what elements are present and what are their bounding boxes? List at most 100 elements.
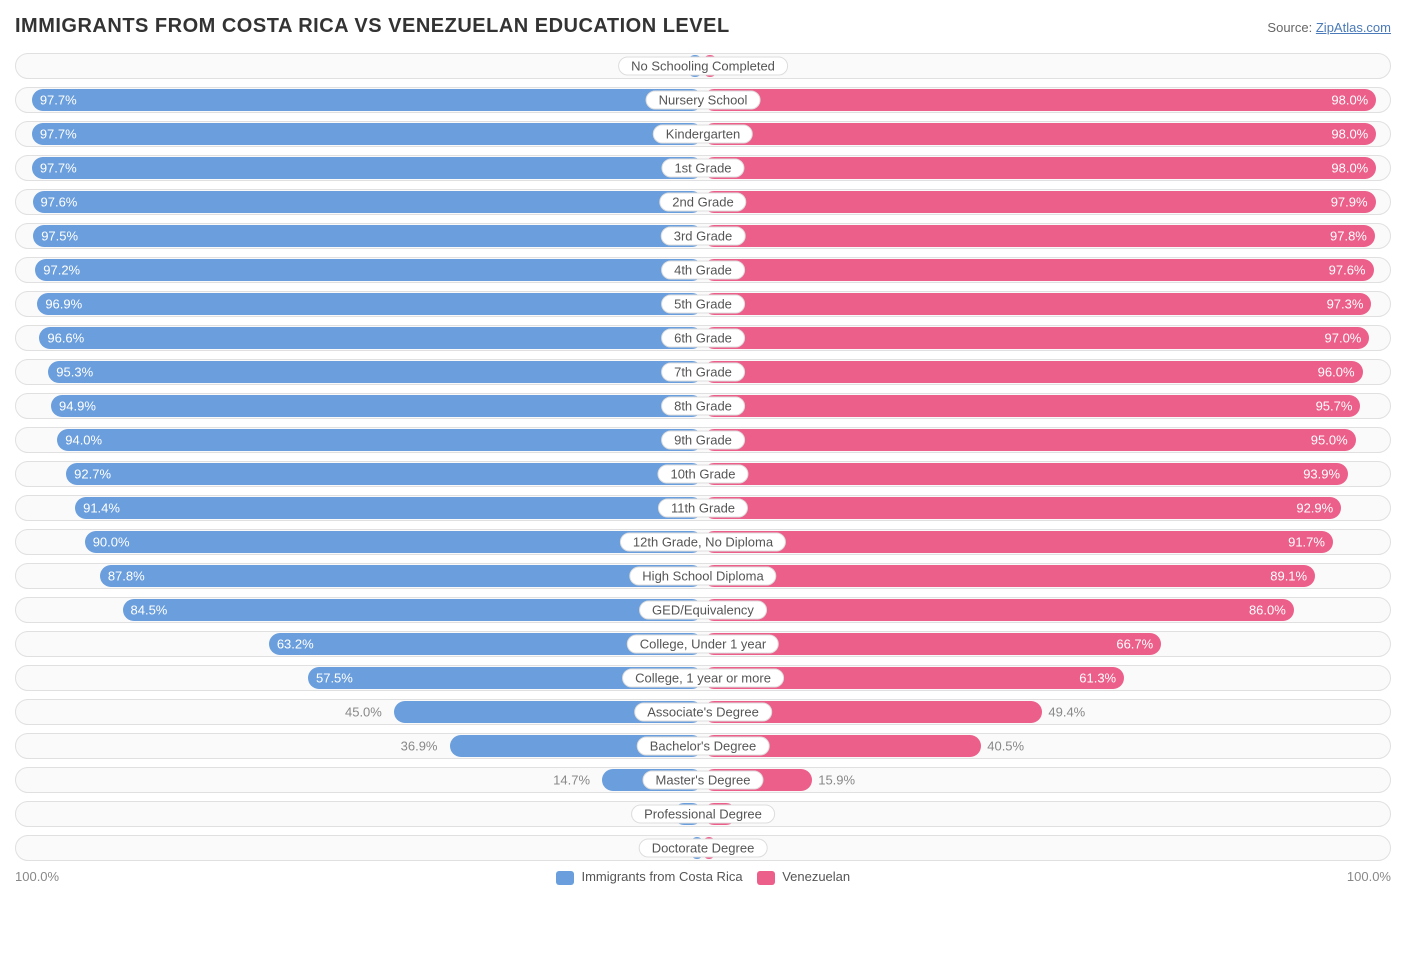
bar-right: 98.0% bbox=[703, 123, 1376, 145]
bar-left-value: 92.7% bbox=[74, 467, 111, 482]
bar-right-value: 96.0% bbox=[1318, 365, 1355, 380]
category-label: Nursery School bbox=[646, 91, 761, 110]
category-label: 2nd Grade bbox=[659, 193, 746, 212]
legend-right-label: Venezuelan bbox=[782, 869, 850, 884]
bar-left: 87.8% bbox=[100, 565, 703, 587]
bar-left: 97.7% bbox=[32, 89, 703, 111]
bar-right-value: 98.0% bbox=[1331, 93, 1368, 108]
bar-left-value: 94.0% bbox=[65, 433, 102, 448]
bar-right-value: 95.0% bbox=[1311, 433, 1348, 448]
bar-right: 96.0% bbox=[703, 361, 1363, 383]
bar-left: 97.2% bbox=[35, 259, 703, 281]
category-label: College, Under 1 year bbox=[627, 635, 779, 654]
bar-left-value: 97.7% bbox=[40, 93, 77, 108]
axis-left-max: 100.0% bbox=[15, 869, 59, 884]
category-label: 12th Grade, No Diploma bbox=[620, 533, 786, 552]
category-label: GED/Equivalency bbox=[639, 601, 767, 620]
bar-left: 96.6% bbox=[39, 327, 703, 349]
chart-row: 45.0%49.4%Associate's Degree bbox=[15, 699, 1391, 725]
source-link[interactable]: ZipAtlas.com bbox=[1316, 20, 1391, 35]
bar-right: 97.9% bbox=[703, 191, 1376, 213]
bar-right-value: 97.0% bbox=[1325, 331, 1362, 346]
chart-row: 91.4%92.9%11th Grade bbox=[15, 495, 1391, 521]
bar-left-value: 87.8% bbox=[108, 569, 145, 584]
axis-right-max: 100.0% bbox=[1347, 869, 1391, 884]
chart-row: 36.9% 40.5% Bachelor's Degree bbox=[15, 733, 1391, 759]
category-label: 3rd Grade bbox=[661, 227, 746, 246]
category-label: High School Diploma bbox=[629, 567, 776, 586]
bar-right: 86.0% bbox=[703, 599, 1294, 621]
bar-left-value: 96.9% bbox=[45, 297, 82, 312]
bar-right-value: 66.7% bbox=[1116, 637, 1153, 652]
bar-left: 90.0% bbox=[85, 531, 703, 553]
bar-right: 97.8% bbox=[703, 225, 1375, 247]
legend-right-swatch bbox=[757, 871, 775, 885]
chart-row: 96.6% 97.0% 6th Grade bbox=[15, 325, 1391, 351]
chart-row: 94.9% 95.7% 8th Grade bbox=[15, 393, 1391, 419]
category-label: 10th Grade bbox=[657, 465, 748, 484]
chart-legend: Immigrants from Costa Rica Venezuelan bbox=[556, 869, 850, 885]
bar-left: 94.0% bbox=[57, 429, 703, 451]
legend-left-swatch bbox=[556, 871, 574, 885]
bar-right: 97.0% bbox=[703, 327, 1369, 349]
source-label: Source: bbox=[1267, 20, 1312, 35]
bar-right-value: 95.7% bbox=[1316, 399, 1353, 414]
category-label: Bachelor's Degree bbox=[637, 737, 770, 756]
chart-row: 14.7%15.9%Master's Degree bbox=[15, 767, 1391, 793]
bar-right-value: 61.3% bbox=[1079, 671, 1116, 686]
bar-right-value: 91.7% bbox=[1288, 535, 1325, 550]
category-label: Professional Degree bbox=[631, 805, 775, 824]
category-label: 6th Grade bbox=[661, 329, 745, 348]
bar-right: 93.9% bbox=[703, 463, 1348, 485]
chart-row: 57.5%61.3%College, 1 year or more bbox=[15, 665, 1391, 691]
bar-right-value: 40.5% bbox=[987, 739, 1024, 754]
chart-row: 97.6% 97.9% 2nd Grade bbox=[15, 189, 1391, 215]
bar-right: 98.0% bbox=[703, 157, 1376, 179]
category-label: 5th Grade bbox=[661, 295, 745, 314]
bar-left-value: 36.9% bbox=[401, 739, 438, 754]
chart-row: 87.8%89.1%High School Diploma bbox=[15, 563, 1391, 589]
bar-right-value: 98.0% bbox=[1331, 161, 1368, 176]
legend-left-label: Immigrants from Costa Rica bbox=[581, 869, 742, 884]
bar-left: 94.9% bbox=[51, 395, 703, 417]
bar-right-value: 97.3% bbox=[1327, 297, 1364, 312]
category-label: College, 1 year or more bbox=[622, 669, 784, 688]
bar-left-value: 14.7% bbox=[553, 773, 590, 788]
bar-right-value: 92.9% bbox=[1296, 501, 1333, 516]
chart-row: 96.9% 97.3% 5th Grade bbox=[15, 291, 1391, 317]
bar-left-value: 63.2% bbox=[277, 637, 314, 652]
chart-row: 95.3%96.0%7th Grade bbox=[15, 359, 1391, 385]
bar-right: 97.3% bbox=[703, 293, 1371, 315]
category-label: Associate's Degree bbox=[634, 703, 772, 722]
category-label: No Schooling Completed bbox=[618, 57, 788, 76]
bar-left-value: 97.7% bbox=[40, 127, 77, 142]
chart-row: 97.5%97.8%3rd Grade bbox=[15, 223, 1391, 249]
bar-left-value: 95.3% bbox=[56, 365, 93, 380]
bar-left-value: 94.9% bbox=[59, 399, 96, 414]
legend-right: Venezuelan bbox=[757, 869, 851, 885]
chart-row: 4.4%4.9%Professional Degree bbox=[15, 801, 1391, 827]
category-label: Kindergarten bbox=[653, 125, 753, 144]
bar-left-value: 90.0% bbox=[93, 535, 130, 550]
bar-right: 97.6% bbox=[703, 259, 1374, 281]
chart-row: 90.0% 91.7% 12th Grade, No Diploma bbox=[15, 529, 1391, 555]
bar-left: 92.7% bbox=[66, 463, 703, 485]
bar-left: 97.6% bbox=[33, 191, 704, 213]
chart-row: 97.7%98.0%1st Grade bbox=[15, 155, 1391, 181]
bar-left: 97.5% bbox=[33, 225, 703, 247]
chart-row: 94.0% 95.0% 9th Grade bbox=[15, 427, 1391, 453]
bar-left-value: 91.4% bbox=[83, 501, 120, 516]
chart-row: 84.5%86.0%GED/Equivalency bbox=[15, 597, 1391, 623]
category-label: 9th Grade bbox=[661, 431, 745, 450]
bar-left-value: 97.2% bbox=[43, 263, 80, 278]
bar-right-value: 86.0% bbox=[1249, 603, 1286, 618]
chart-source: Source: ZipAtlas.com bbox=[1267, 20, 1391, 35]
bar-right-value: 97.9% bbox=[1331, 195, 1368, 210]
diverging-bar-chart: 2.3%2.0%No Schooling Completed97.7%98.0%… bbox=[15, 53, 1391, 861]
bar-left: 95.3% bbox=[48, 361, 703, 383]
category-label: 8th Grade bbox=[661, 397, 745, 416]
category-label: Master's Degree bbox=[643, 771, 764, 790]
bar-right: 95.0% bbox=[703, 429, 1356, 451]
chart-row: 97.7% 98.0% Nursery School bbox=[15, 87, 1391, 113]
chart-row: 2.3%2.0%No Schooling Completed bbox=[15, 53, 1391, 79]
